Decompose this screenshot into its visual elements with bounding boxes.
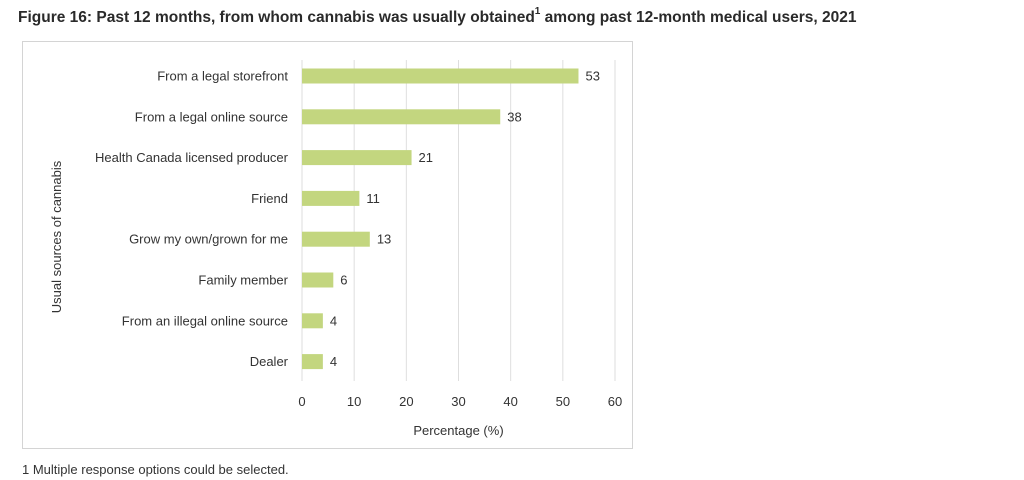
bar bbox=[302, 231, 370, 247]
bar bbox=[302, 272, 334, 288]
bar bbox=[302, 68, 579, 84]
figure-title: Figure 16: Past 12 months, from whom can… bbox=[18, 6, 857, 27]
x-tick-label: 40 bbox=[503, 394, 517, 409]
data-label: 4 bbox=[330, 354, 337, 369]
category-label: Dealer bbox=[250, 354, 289, 369]
bar bbox=[302, 109, 501, 125]
bar bbox=[302, 313, 323, 329]
bar bbox=[302, 150, 412, 166]
category-label: Health Canada licensed producer bbox=[95, 150, 289, 165]
x-tick-label: 10 bbox=[347, 394, 361, 409]
x-tick-label: 30 bbox=[451, 394, 465, 409]
x-tick-label: 60 bbox=[608, 394, 622, 409]
x-axis-title: Percentage (%) bbox=[413, 423, 503, 438]
data-label: 4 bbox=[330, 313, 337, 328]
data-label: 11 bbox=[366, 191, 380, 206]
data-label: 6 bbox=[340, 273, 347, 288]
y-axis-title: Usual sources of cannabis bbox=[49, 160, 64, 313]
category-label: Grow my own/grown for me bbox=[129, 232, 288, 247]
x-tick-label: 20 bbox=[399, 394, 413, 409]
figure-title-main: Figure 16: Past 12 months, from whom can… bbox=[18, 9, 535, 27]
data-label: 21 bbox=[419, 150, 433, 165]
category-label: From a legal online source bbox=[135, 109, 288, 124]
figure-title-footnote-mark: 1 bbox=[534, 6, 541, 17]
category-label: From an illegal online source bbox=[122, 313, 288, 328]
x-tick-label: 50 bbox=[556, 394, 570, 409]
x-tick-label: 0 bbox=[298, 394, 305, 409]
figure-footnote: 1 Multiple response options could be sel… bbox=[22, 462, 289, 477]
category-label: Family member bbox=[198, 273, 288, 288]
chart-frame bbox=[22, 41, 633, 449]
bar bbox=[302, 190, 360, 206]
figure-title-tail: among past 12-month medical users, 2021 bbox=[540, 9, 857, 27]
category-label: Friend bbox=[251, 191, 288, 206]
category-label: From a legal storefront bbox=[157, 69, 288, 84]
data-label: 13 bbox=[377, 232, 391, 247]
data-label: 53 bbox=[585, 69, 599, 84]
data-label: 38 bbox=[507, 109, 521, 124]
bar bbox=[302, 354, 323, 370]
